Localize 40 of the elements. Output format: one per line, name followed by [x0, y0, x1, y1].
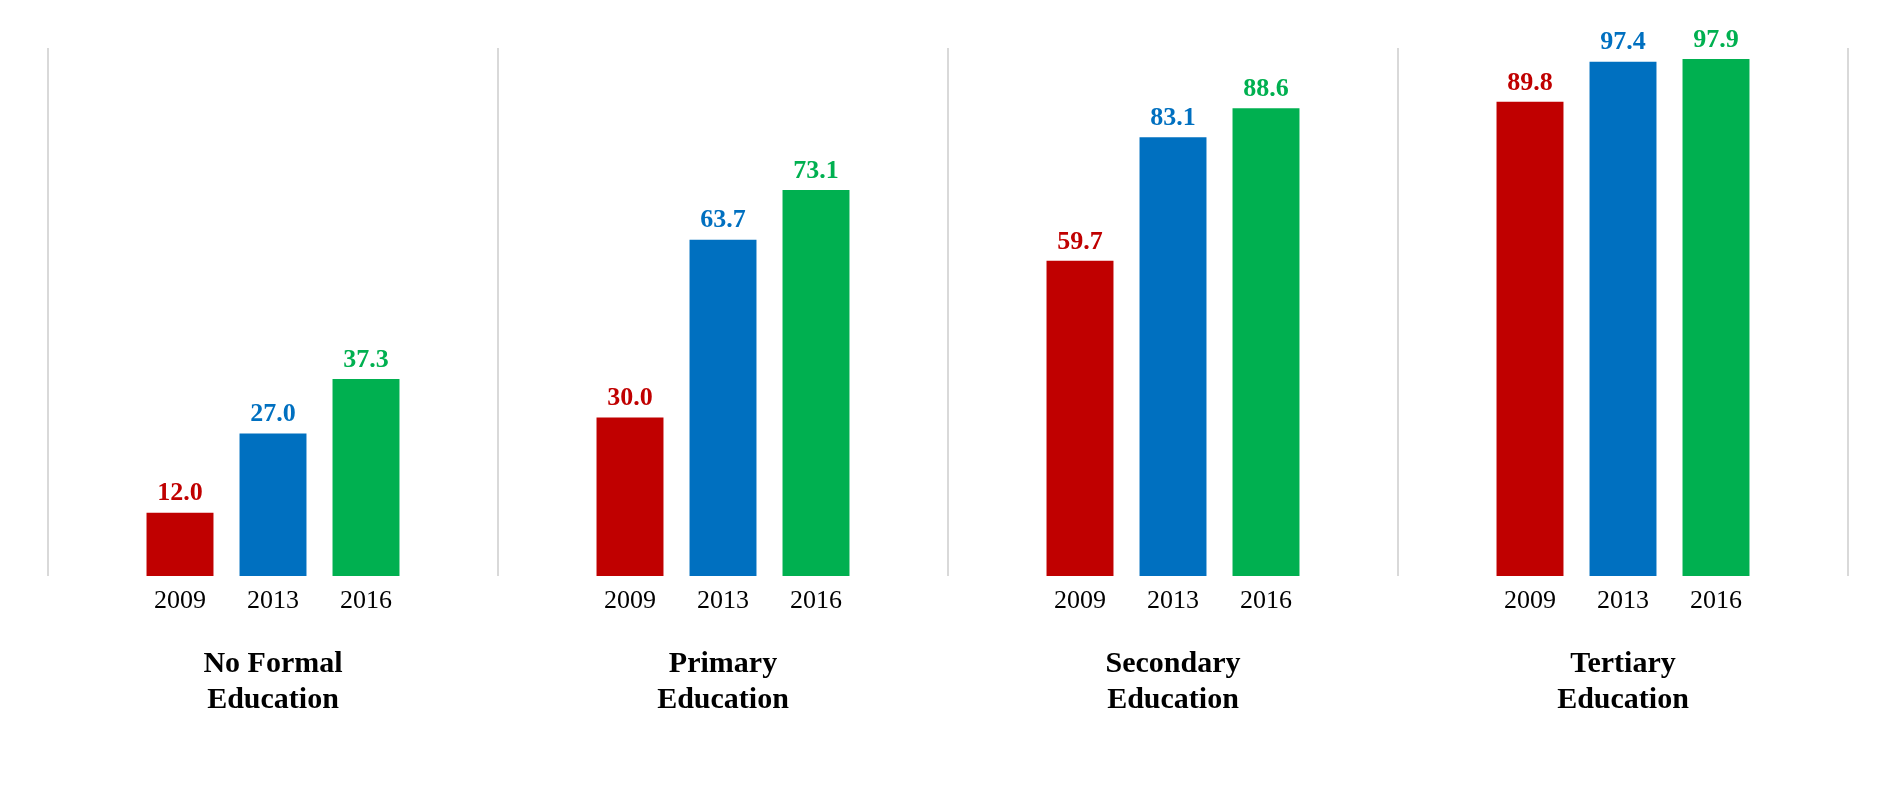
text: 2009 — [1504, 584, 1556, 614]
bar — [146, 512, 214, 576]
x-tick-label: Tertiary Education — [1557, 644, 1690, 714]
text: 2016 — [1690, 584, 1742, 614]
text: 2016 — [1240, 584, 1292, 614]
bar — [1496, 101, 1564, 576]
series-label: 2016 — [340, 584, 392, 614]
text: 2013 — [697, 584, 749, 614]
bar — [1046, 260, 1114, 576]
text: 2013 — [1597, 584, 1649, 614]
x-tick-label: Primary Education — [657, 644, 790, 714]
bar — [689, 239, 757, 576]
text: 2013 — [1147, 584, 1199, 614]
text: 2016 — [790, 584, 842, 614]
data-label: 83.1 — [1150, 101, 1196, 131]
data-label: 27.0 — [250, 398, 296, 428]
data-label: 89.8 — [1507, 66, 1553, 96]
data-label: 37.3 — [343, 343, 389, 373]
bar — [596, 417, 664, 576]
data-label: 73.1 — [793, 154, 839, 184]
bar — [239, 433, 307, 576]
data-label: 88.6 — [1243, 72, 1289, 102]
bar — [782, 190, 850, 576]
data-label: 63.7 — [700, 204, 746, 234]
bar — [332, 379, 400, 576]
data-label: 59.7 — [1057, 225, 1103, 255]
series-label: 2009 — [154, 584, 206, 614]
data-label: 97.9 — [1693, 23, 1739, 53]
bar — [1139, 137, 1207, 576]
bar — [1232, 108, 1300, 576]
x-tick-label: Secondary Education — [1105, 644, 1241, 714]
bar — [1589, 61, 1657, 576]
text: 2009 — [604, 584, 656, 614]
data-label: 12.0 — [157, 477, 203, 507]
data-label: 97.4 — [1600, 26, 1646, 56]
series-label: 2013 — [247, 584, 299, 614]
data-label: 30.0 — [607, 382, 653, 412]
x-tick-label: No Formal Education — [203, 644, 343, 714]
bar — [1682, 59, 1750, 576]
text: 2009 — [1054, 584, 1106, 614]
